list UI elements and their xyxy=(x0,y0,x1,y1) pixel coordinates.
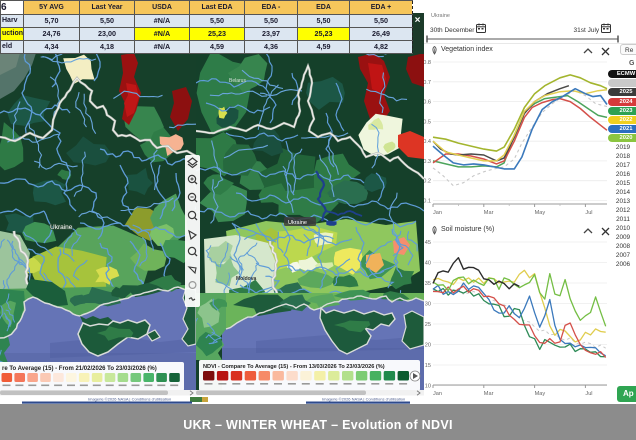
svg-text:Mar: Mar xyxy=(484,391,494,397)
svg-text:Mar: Mar xyxy=(484,210,494,216)
svg-text:Imagerie ©2026 NASA | Conditio: Imagerie ©2026 NASA | Conditions d'utili… xyxy=(322,397,405,402)
svg-text:Ukraine: Ukraine xyxy=(288,220,307,226)
svg-text:40: 40 xyxy=(425,261,431,267)
svg-text:Jan: Jan xyxy=(433,210,442,216)
svg-text:45: 45 xyxy=(425,240,431,246)
svg-text:0.2: 0.2 xyxy=(424,179,431,185)
svg-text:May: May xyxy=(535,210,546,216)
svg-text:0.6: 0.6 xyxy=(424,100,431,106)
svg-text:10: 10 xyxy=(425,384,431,390)
svg-text:Imagerie ©2026 NASA | Conditio: Imagerie ©2026 NASA | Conditions d'utili… xyxy=(88,397,171,402)
svg-text:0.5: 0.5 xyxy=(424,119,431,125)
svg-text:re To Average (15) - From 21/0: re To Average (15) - From 21/02/2026 To … xyxy=(2,366,157,372)
svg-text:Jul: Jul xyxy=(585,210,592,216)
svg-text:NDVI - Compare To Average (15): NDVI - Compare To Average (15) - From 13… xyxy=(203,364,385,370)
svg-text:Ukraine: Ukraine xyxy=(50,224,73,231)
svg-text:0.3: 0.3 xyxy=(424,159,431,165)
svg-text:May: May xyxy=(535,391,546,397)
svg-text:30: 30 xyxy=(425,302,431,308)
svg-text:0.7: 0.7 xyxy=(424,80,431,86)
svg-text:0.1: 0.1 xyxy=(424,199,431,205)
svg-text:15: 15 xyxy=(425,363,431,369)
svg-text:Jul: Jul xyxy=(585,391,592,397)
svg-text:0.8: 0.8 xyxy=(424,60,431,66)
svg-text:25: 25 xyxy=(425,322,431,328)
svg-text:35: 35 xyxy=(425,281,431,287)
svg-text:Moldova: Moldova xyxy=(236,276,256,282)
svg-text:20: 20 xyxy=(425,343,431,349)
svg-text:0.4: 0.4 xyxy=(424,139,431,145)
svg-text:Belarus: Belarus xyxy=(229,78,246,84)
svg-text:Jan: Jan xyxy=(433,391,442,397)
